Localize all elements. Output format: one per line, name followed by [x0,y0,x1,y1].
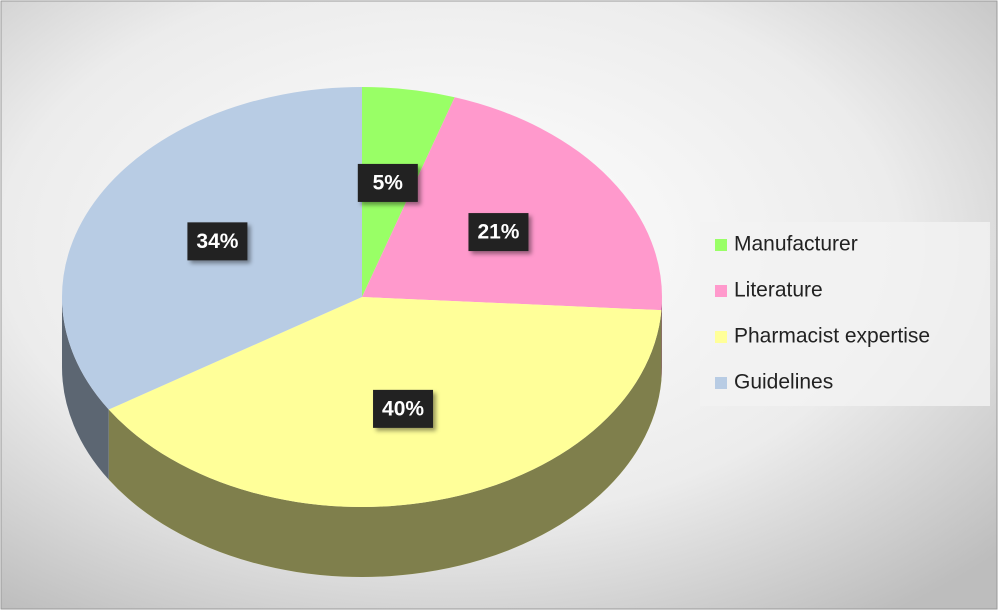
legend-swatch [715,239,727,251]
data-label-box [468,213,529,252]
legend-label: Guidelines [734,371,833,394]
data-label: 34% [196,230,238,253]
data-label: 21% [477,221,519,244]
legend-swatch [715,377,727,389]
legend-swatch [715,285,727,297]
slice-side-shade [661,297,662,381]
legend-label: Manufacturer [734,233,858,256]
legend-box [700,222,990,406]
slice [362,97,663,311]
legend-label: Literature [734,279,823,302]
legend-label: Pharmacist expertise [734,325,930,348]
legend-swatch [715,331,727,343]
data-label-box [187,222,248,261]
data-label: 40% [382,397,424,420]
slice-side-shade [108,310,662,577]
data-label: 5% [373,171,404,194]
data-label-box [357,163,418,202]
slice-side-shade [62,297,109,480]
data-label-box [373,389,434,428]
